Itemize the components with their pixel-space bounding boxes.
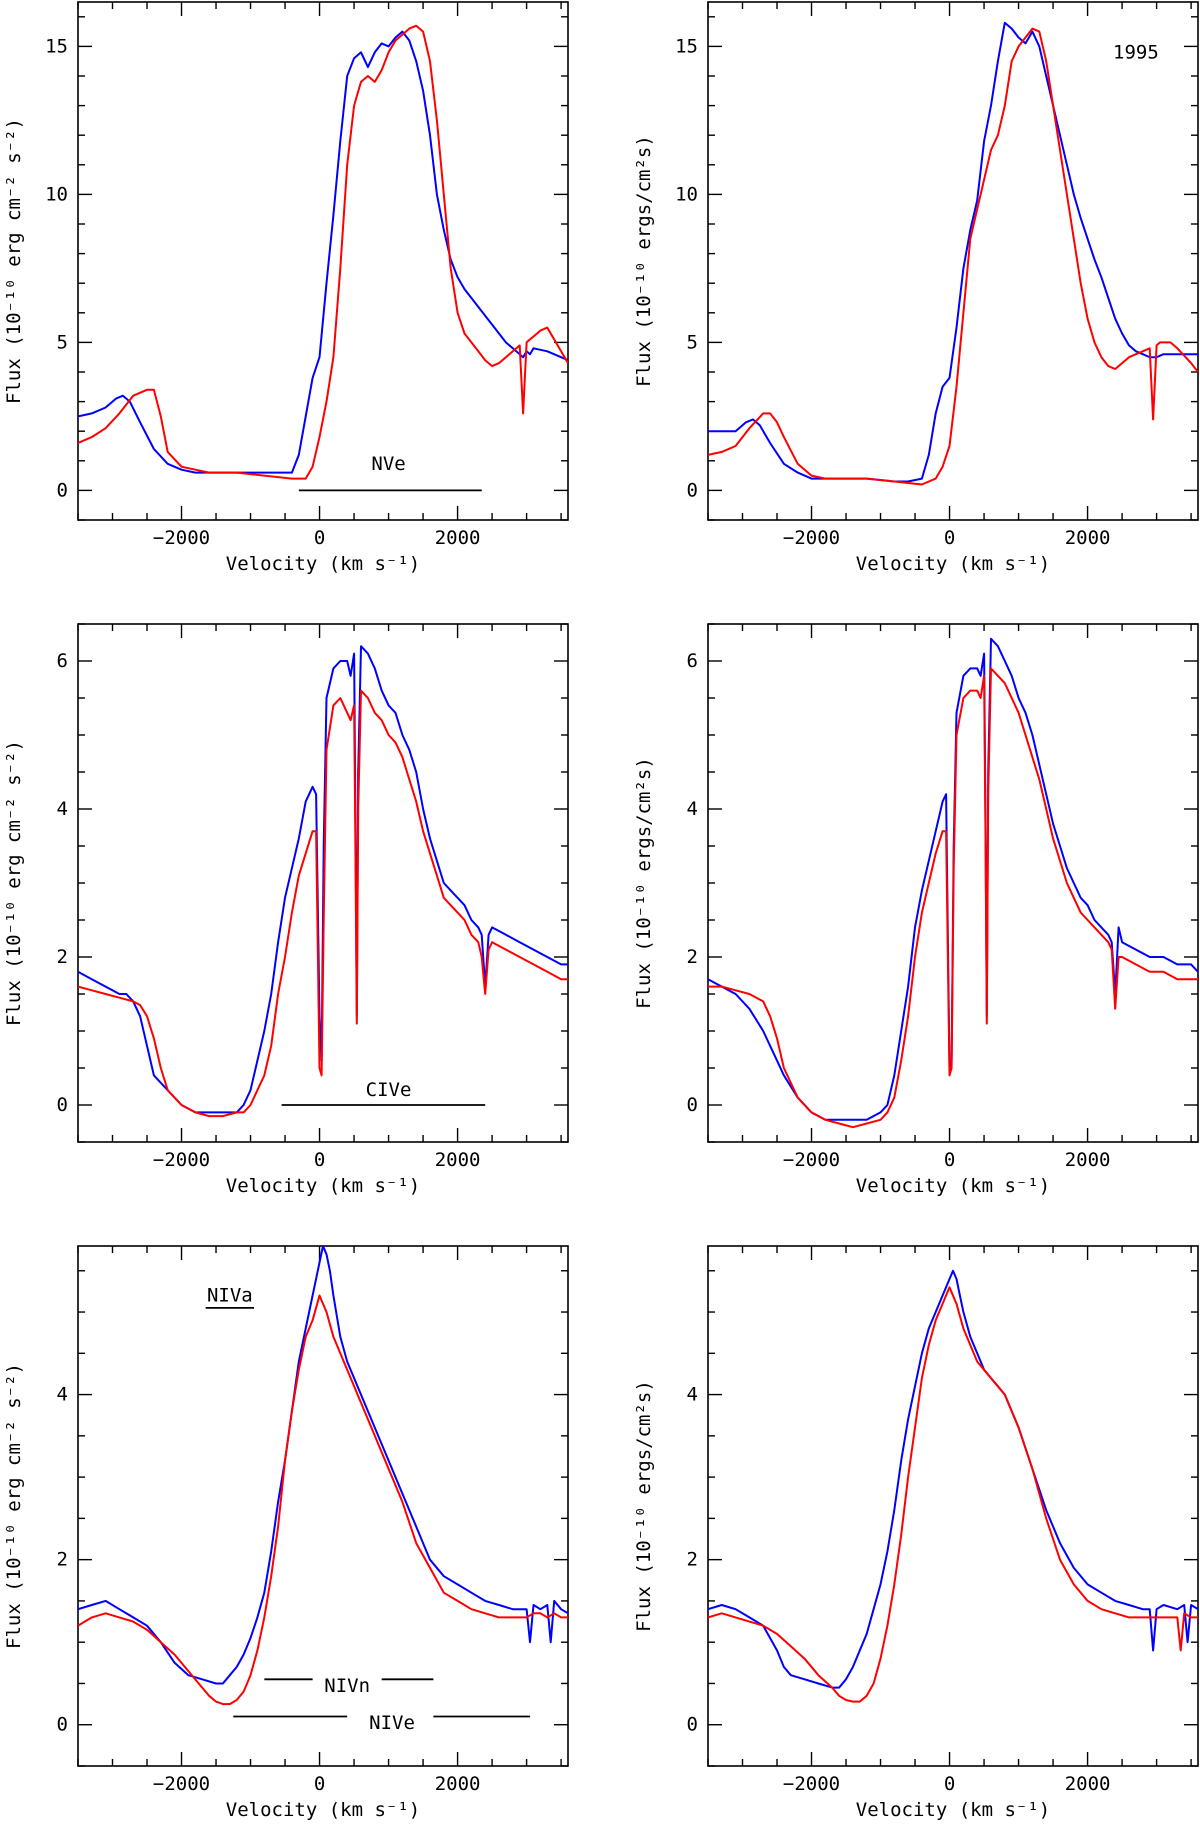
x-tick-label: 2000: [435, 527, 481, 549]
x-axis-title: Velocity (km s⁻¹): [226, 553, 420, 575]
y-axis-title: Flux (10⁻¹⁰ erg cm⁻² s⁻²): [3, 1363, 25, 1649]
x-axis-title: Velocity (km s⁻¹): [856, 1799, 1050, 1821]
plot-frame: [77, 1245, 569, 1767]
series-line-blue: [708, 1269, 1198, 1689]
series-line-red: [708, 27, 1198, 486]
series-line-red: [78, 689, 568, 1118]
y-tick-label: 4: [57, 798, 68, 820]
y-tick-label: 0: [57, 1714, 68, 1736]
x-tick-label: 2000: [1065, 527, 1111, 549]
x-tick-label: 2000: [435, 1773, 481, 1795]
x-tick-label: −2000: [153, 1773, 210, 1795]
y-tick-label: 4: [687, 798, 698, 820]
y-axis-title: Flux (10⁻¹⁰ erg cm⁻² s⁻²): [3, 740, 25, 1026]
annotation-label: NIVa: [207, 1285, 253, 1307]
y-axis-title: Flux (10⁻¹⁰ ergs/cm²s): [633, 135, 655, 387]
x-tick-label: 2000: [1065, 1149, 1111, 1171]
x-axis-title: Velocity (km s⁻¹): [226, 1799, 420, 1821]
annotation-label: CIVe: [366, 1079, 412, 1101]
chart-panel-nv-left: −2000 0 2000 0 5 10 15 Velocity (km s⁻¹) Flux (1…: [3, 1, 569, 575]
x-tick-label: 2000: [1065, 1773, 1111, 1795]
y-tick-label: 5: [57, 331, 68, 353]
series-line-blue: [78, 1246, 568, 1685]
chart-panel-civ-right: −2000 0 2000 0 2 4 6 Velocity (km s⁻¹) Flux (10⁻…: [633, 623, 1199, 1197]
chart-panel-niv-right: −2000 0 2000 0 2 4 Velocity (km s⁻¹) Flux (10⁻¹…: [633, 1245, 1199, 1821]
y-tick-label: 0: [687, 1714, 698, 1736]
y-tick-label: 0: [57, 479, 68, 501]
chart-panel-niv-left: −2000 0 2000 0 2 4 Velocity (km s⁻¹) Flux (10⁻¹…: [3, 1245, 569, 1821]
chart-panel-civ-left: −2000 0 2000 0 2 4 6 Velocity (km s⁻¹) Flux (10⁻…: [3, 623, 569, 1197]
y-tick-label: 0: [57, 1094, 68, 1116]
x-tick-label: −2000: [153, 527, 210, 549]
y-tick-label: 10: [675, 183, 698, 205]
x-tick-label: −2000: [783, 1149, 840, 1171]
y-axis-title: Flux (10⁻¹⁰ erg cm⁻² s⁻²): [3, 118, 25, 404]
x-tick-label: 0: [944, 1149, 955, 1171]
y-tick-label: 2: [57, 1549, 68, 1571]
x-tick-label: −2000: [783, 1773, 840, 1795]
y-axis-title: Flux (10⁻¹⁰ ergs/cm²s): [633, 757, 655, 1009]
y-tick-label: 4: [57, 1384, 68, 1406]
plot-frame: [77, 1, 569, 521]
y-tick-label: 2: [687, 1549, 698, 1571]
x-axis-title: Velocity (km s⁻¹): [856, 1175, 1050, 1197]
annotation-label: NVe: [371, 453, 405, 475]
series-line-red: [708, 667, 1198, 1129]
series-line-blue: [708, 21, 1198, 483]
y-tick-label: 6: [57, 650, 68, 672]
y-tick-label: 6: [687, 650, 698, 672]
annotation-label: 1995: [1113, 41, 1159, 63]
y-tick-label: 10: [45, 183, 68, 205]
y-tick-label: 4: [687, 1384, 698, 1406]
plot-frame: [707, 1245, 1199, 1767]
x-tick-label: 2000: [435, 1149, 481, 1171]
plot-frame: [707, 1, 1199, 521]
series-line-blue: [78, 30, 568, 474]
x-tick-label: 0: [314, 527, 325, 549]
series-line-red: [78, 1294, 568, 1706]
series-line-blue: [708, 637, 1198, 1121]
x-tick-label: 0: [314, 1773, 325, 1795]
x-axis-title: Velocity (km s⁻¹): [856, 553, 1050, 575]
y-tick-label: 15: [45, 35, 68, 57]
y-tick-label: 0: [687, 479, 698, 501]
y-tick-label: 0: [687, 1094, 698, 1116]
x-tick-label: −2000: [783, 527, 840, 549]
y-tick-label: 2: [57, 946, 68, 968]
series-line-red: [78, 24, 568, 480]
annotation-label: NIVn: [324, 1675, 370, 1697]
x-tick-label: −2000: [153, 1149, 210, 1171]
x-tick-label: 0: [314, 1149, 325, 1171]
series-line-red: [708, 1286, 1198, 1703]
x-axis-title: Velocity (km s⁻¹): [226, 1175, 420, 1197]
chart-panel-nv-right: −2000 0 2000 0 5 10 15 Velocity (km s⁻¹) Flux (1…: [633, 1, 1199, 575]
y-axis-title: Flux (10⁻¹⁰ ergs/cm²s): [633, 1380, 655, 1632]
x-tick-label: 0: [944, 1773, 955, 1795]
y-tick-label: 5: [687, 331, 698, 353]
x-tick-label: 0: [944, 527, 955, 549]
annotation-label: NIVe: [369, 1712, 415, 1734]
y-tick-label: 15: [675, 35, 698, 57]
y-tick-label: 2: [687, 946, 698, 968]
